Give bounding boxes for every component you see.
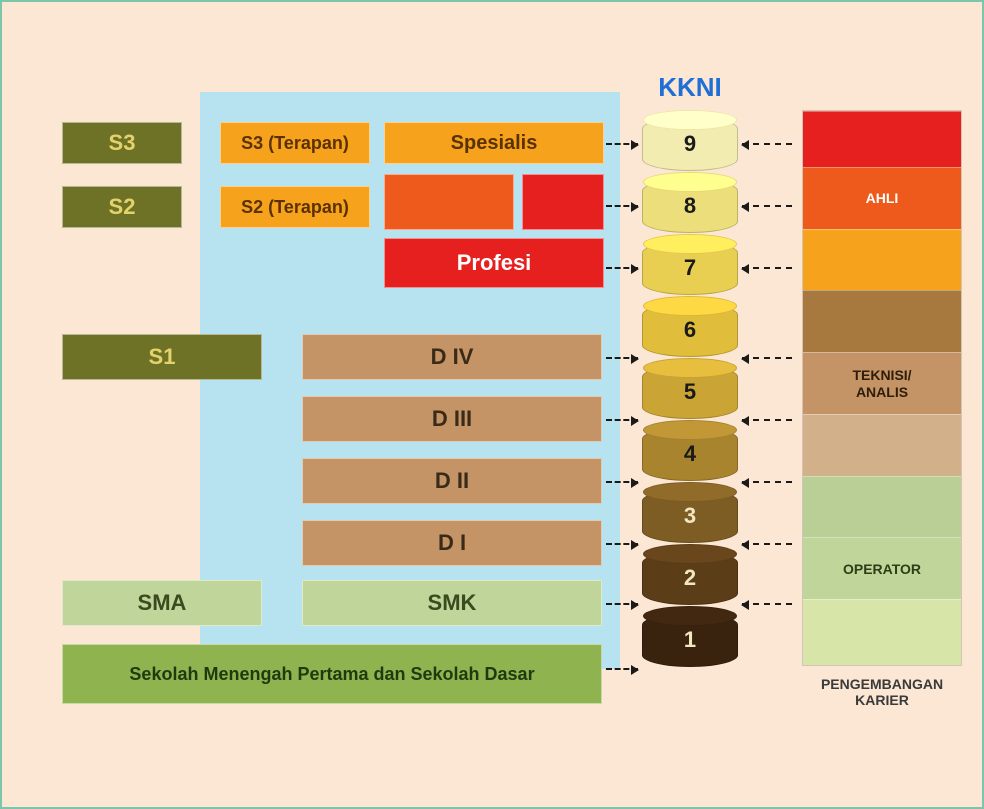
block-label: S1: [149, 344, 176, 370]
block-label: S3: [109, 130, 136, 156]
career-cell-c3: [803, 476, 961, 538]
kkni-level-5: 5: [642, 365, 738, 419]
panel-box-red2: [522, 174, 604, 230]
career-caption: PENGEMBANGAN KARIER: [796, 676, 968, 708]
career-cell-c8: AHLI: [803, 167, 961, 229]
panel-box-profesi: Profesi: [384, 238, 604, 288]
arrow-to-kkni-6: [606, 543, 638, 545]
panel-box-d1: D I: [302, 520, 602, 566]
kkni-level-3: 3: [642, 489, 738, 543]
block-label: D I: [438, 530, 466, 556]
arrow-to-kkni-8: [606, 668, 638, 670]
block-label: SMK: [428, 590, 477, 616]
block-label: D IV: [431, 344, 474, 370]
career-cell-c1: [803, 599, 961, 665]
career-column: AHLI TEKNISI/ ANALIS OPERATOR: [802, 110, 962, 666]
career-cell-c5: TEKNISI/ ANALIS: [803, 352, 961, 414]
block-label: D III: [432, 406, 472, 432]
kkni-level-number: 6: [684, 317, 696, 343]
career-cell-label: OPERATOR: [843, 561, 921, 577]
panel-box-d2: D II: [302, 458, 602, 504]
block-label: SMA: [138, 590, 187, 616]
career-cell-c6: [803, 290, 961, 352]
career-cell-label: TEKNISI/ ANALIS: [852, 367, 911, 399]
arrow-from-career-1: [742, 205, 792, 207]
kkni-level-number: 1: [684, 627, 696, 653]
left-box-s2: S2: [62, 186, 182, 228]
arrow-to-kkni-2: [606, 267, 638, 269]
career-cell-c7: [803, 229, 961, 291]
panel-box-smk: SMK: [302, 580, 602, 626]
kkni-level-1: 1: [642, 613, 738, 667]
arrow-from-career-3: [742, 357, 792, 359]
arrow-to-kkni-7: [606, 603, 638, 605]
left-box-sma: SMA: [62, 580, 262, 626]
block-label: Spesialis: [451, 132, 538, 155]
arrow-to-kkni-4: [606, 419, 638, 421]
panel-box-d3: D III: [302, 396, 602, 442]
arrow-to-kkni-5: [606, 481, 638, 483]
kkni-level-4: 4: [642, 427, 738, 481]
kkni-level-number: 4: [684, 441, 696, 467]
left-box-s1: S1: [62, 334, 262, 380]
kkni-level-7: 7: [642, 241, 738, 295]
career-cell-c9: [803, 111, 961, 167]
panel-box-s3t: S3 (Terapan): [220, 122, 370, 164]
kkni-level-2: 2: [642, 551, 738, 605]
career-cell-c2: OPERATOR: [803, 537, 961, 599]
kkni-level-number: 5: [684, 379, 696, 405]
panel-box-red1: [384, 174, 514, 230]
panel-box-spesialis: Spesialis: [384, 122, 604, 164]
kkni-level-number: 9: [684, 131, 696, 157]
panel-box-d4: D IV: [302, 334, 602, 380]
arrow-to-kkni-3: [606, 357, 638, 359]
block-label: S2: [109, 194, 136, 220]
kkni-level-9: 9: [642, 117, 738, 171]
kkni-level-6: 6: [642, 303, 738, 357]
arrow-from-career-2: [742, 267, 792, 269]
kkni-title: KKNI: [634, 72, 746, 103]
arrow-from-career-0: [742, 143, 792, 145]
career-cell-label: AHLI: [866, 190, 899, 206]
left-box-s3: S3: [62, 122, 182, 164]
block-label: D II: [435, 468, 469, 494]
arrow-from-career-4: [742, 419, 792, 421]
block-label: S2 (Terapan): [241, 197, 349, 218]
arrow-from-career-7: [742, 603, 792, 605]
career-cell-c4: [803, 414, 961, 476]
bottom-box-smp-sd: Sekolah Menengah Pertama dan Sekolah Das…: [62, 644, 602, 704]
kkni-level-number: 8: [684, 193, 696, 219]
block-label: Sekolah Menengah Pertama dan Sekolah Das…: [129, 664, 534, 685]
kkni-level-number: 2: [684, 565, 696, 591]
arrow-from-career-5: [742, 481, 792, 483]
block-label: Profesi: [457, 250, 532, 276]
kkni-level-number: 7: [684, 255, 696, 281]
kkni-level-number: 3: [684, 503, 696, 529]
panel-box-s2t: S2 (Terapan): [220, 186, 370, 228]
block-label: S3 (Terapan): [241, 133, 349, 154]
arrow-to-kkni-1: [606, 205, 638, 207]
arrow-to-kkni-0: [606, 143, 638, 145]
kkni-level-8: 8: [642, 179, 738, 233]
arrow-from-career-6: [742, 543, 792, 545]
